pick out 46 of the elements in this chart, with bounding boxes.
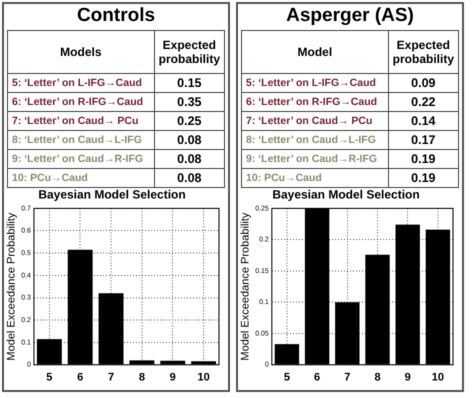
chart-title: Bayesian Model Selection	[38, 188, 186, 202]
data-label: 0.08	[154, 168, 224, 188]
data-label: 0.15	[154, 74, 224, 92]
category-label: 6: ‘Letter’ on R-IFG→Caud	[8, 92, 154, 112]
x-tick-label: 10	[197, 371, 210, 384]
category-label: 9: ‘Letter’ on Caud→R-IFG	[242, 150, 388, 168]
data-label: 0.19	[388, 168, 458, 188]
x-tick-label: 8	[374, 371, 381, 384]
text: Expected probability	[154, 30, 224, 74]
text: Controls	[76, 4, 156, 28]
category-label: 10: PCu→Caud	[242, 168, 388, 188]
text: Model	[242, 30, 388, 74]
category-label: 8: ‘Letter’ on Caud→L-IFG	[242, 130, 388, 150]
category-label: 7: ‘Letter’ on Caud→ PCu	[8, 112, 154, 130]
data-label: 0.08	[154, 130, 224, 150]
text: Models	[8, 30, 154, 74]
x-tick-label: 9	[170, 371, 176, 384]
x-tick-label: 6	[314, 371, 320, 384]
category-label: 7: ‘Letter’ on Caud→ PCu	[242, 112, 388, 130]
category-label: 5: ‘Letter’ on L-IFG→Caud	[242, 74, 388, 92]
data-label: 0.35	[154, 92, 224, 112]
data-label: 0.09	[388, 74, 458, 92]
data-label: 0.17	[388, 130, 458, 150]
x-tick-label: 7	[108, 371, 114, 384]
x-tick-label: 10	[432, 371, 444, 384]
x-tick-label: 9	[404, 371, 411, 384]
x-tick-label: 7	[344, 371, 350, 384]
x-tick-label: 8	[138, 371, 145, 384]
y-axis-title: Model Exceedance Probability	[6, 212, 18, 361]
data-label: 0.22	[388, 92, 458, 112]
data-label: 0.25	[154, 112, 224, 130]
category-label: 9: ‘Letter’ on Caud→R-IFG	[8, 150, 154, 168]
category-label: 8: ‘Letter’ on Caud→L-IFG	[8, 130, 154, 150]
chart-title: Bayesian Model Selection	[272, 188, 420, 202]
x-tick-label: 5	[284, 371, 290, 384]
text: Asperger (AS)	[285, 4, 415, 28]
x-tick-label: 6	[77, 371, 84, 384]
text: Expected probability	[388, 30, 458, 74]
data-label: 0.19	[388, 150, 458, 168]
category-label: 5: ‘Letter’ on L-IFG→Caud	[8, 74, 154, 92]
data-label: 0.08	[154, 150, 224, 168]
category-label: 10: PCu→Caud	[8, 168, 154, 188]
y-axis-title: Model Exceedance Probability	[240, 212, 252, 361]
data-label: 0.14	[388, 112, 458, 130]
category-label: 6: ‘Letter’ on R-IFG→Caud	[242, 92, 388, 112]
x-tick-label: 5	[46, 371, 52, 384]
